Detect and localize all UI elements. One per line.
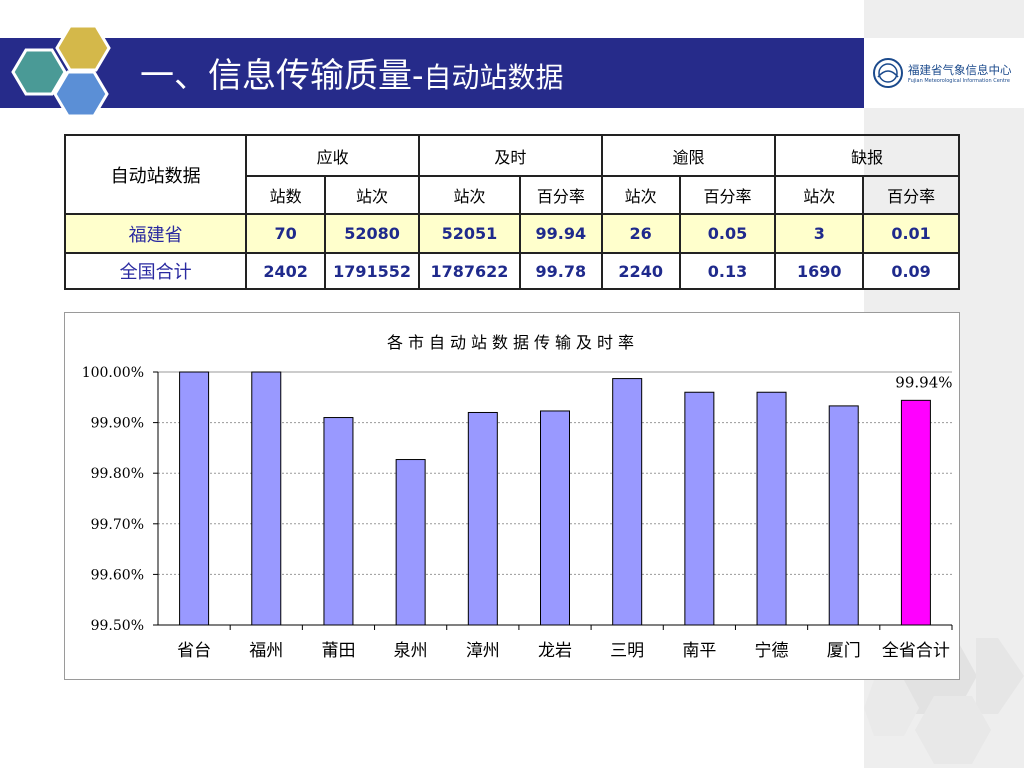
y-tick-label: 99.50% [91,618,144,634]
table-row: 福建省 70 52080 52051 99.94 26 0.05 3 0.01 [63,213,960,254]
chart-frame: 各市自动站数据传输及时率 100.00% 99.90% 99.80% 99.70% 99… [64,312,960,680]
hexagon-logo-icon [11,24,111,118]
bar [467,411,498,626]
y-tick-label: 99.90% [91,416,144,432]
x-tick-label: 莆田 [321,641,355,661]
table-cell: 0.09 [862,252,960,290]
column-header: 站次 [418,175,521,215]
station-data-table: 自动站数据 应收 及时 逾限 缺报 站数 站次 站次 百分率 站次 百分率 站次… [63,134,960,290]
x-tick-label: 福州 [249,641,283,661]
bar-chart: 100.00% 99.90% 99.80% 99.70% 99.60% 99.50% 省台 福… [82,365,953,661]
bar [828,405,859,626]
x-tick-label: 宁德 [755,641,789,661]
x-tick-label: 省台 [177,641,211,661]
group-header-receivable: 应收 [245,134,421,177]
page-title-sub: 自动站数据 [423,61,564,94]
row-label: 全国合计 [63,252,248,290]
table-corner-header: 自动站数据 [63,134,248,215]
table-cell: 52051 [418,213,521,254]
column-header: 站次 [600,175,681,215]
x-tick-label: 漳州 [466,641,500,661]
chart-title: 各市自动站数据传输及时率 [386,333,639,352]
x-tick-label: 泉州 [394,641,428,661]
y-tick-label: 100.00% [82,365,144,381]
y-tick-label: 99.60% [91,567,144,583]
y-tick-label: 99.70% [91,517,144,533]
bar [395,459,426,626]
x-tick-label: 厦门 [827,641,861,661]
bar [540,410,570,626]
table-row: 全国合计 2402 1791552 1787622 99.78 2240 0.1… [63,252,960,290]
table-cell: 1787622 [418,252,521,290]
bar [251,371,282,626]
bar [900,399,931,626]
table-cell: 0.05 [678,213,777,254]
header-bar [0,38,864,108]
column-header: 站数 [245,175,327,215]
table-cell: 0.01 [862,213,960,254]
bar [684,391,715,626]
group-header-missing: 缺报 [774,134,960,177]
table-cell: 99.94 [518,213,603,254]
x-tick-label: 全省合计 [882,641,950,661]
bar [756,391,787,626]
bar [612,378,643,626]
table-cell: 52080 [324,213,421,254]
org-logo: 福建省气象信息中心 Fujian Meteorological Informat… [864,38,1024,108]
table-cell: 2402 [245,252,327,290]
x-tick-label: 龙岩 [538,641,572,661]
group-header-timely: 及时 [418,134,603,177]
table-cell: 0.13 [678,252,777,290]
table-cell: 2240 [600,252,681,290]
column-header: 站次 [774,175,865,215]
column-header: 百分率 [862,175,960,215]
org-name-en: Fujian Meteorological Information Centre [908,78,1010,84]
table-cell: 26 [600,213,681,254]
x-tick-label: 南平 [682,641,716,661]
org-name-cn: 福建省气象信息中心 [908,63,1012,77]
table-cell: 1690 [774,252,865,290]
table-cell: 3 [774,213,865,254]
column-header: 站次 [324,175,421,215]
column-header: 百分率 [518,175,603,215]
data-label: 99.94% [895,373,952,391]
y-tick-label: 99.80% [91,466,144,482]
table-cell: 70 [245,213,327,254]
group-header-overdue: 逾限 [600,134,777,177]
bar [323,417,354,626]
bar [179,371,210,626]
row-label: 福建省 [63,213,248,254]
page-title-main: 一、信息传输质量- [140,56,424,96]
table-cell: 99.78 [518,252,603,290]
weather-globe-icon [873,58,903,88]
table-cell: 1791552 [324,252,421,290]
x-tick-label: 三明 [610,641,644,661]
column-header: 百分率 [678,175,777,215]
page-title: 一、信息传输质量-自动站数据 [140,48,564,97]
